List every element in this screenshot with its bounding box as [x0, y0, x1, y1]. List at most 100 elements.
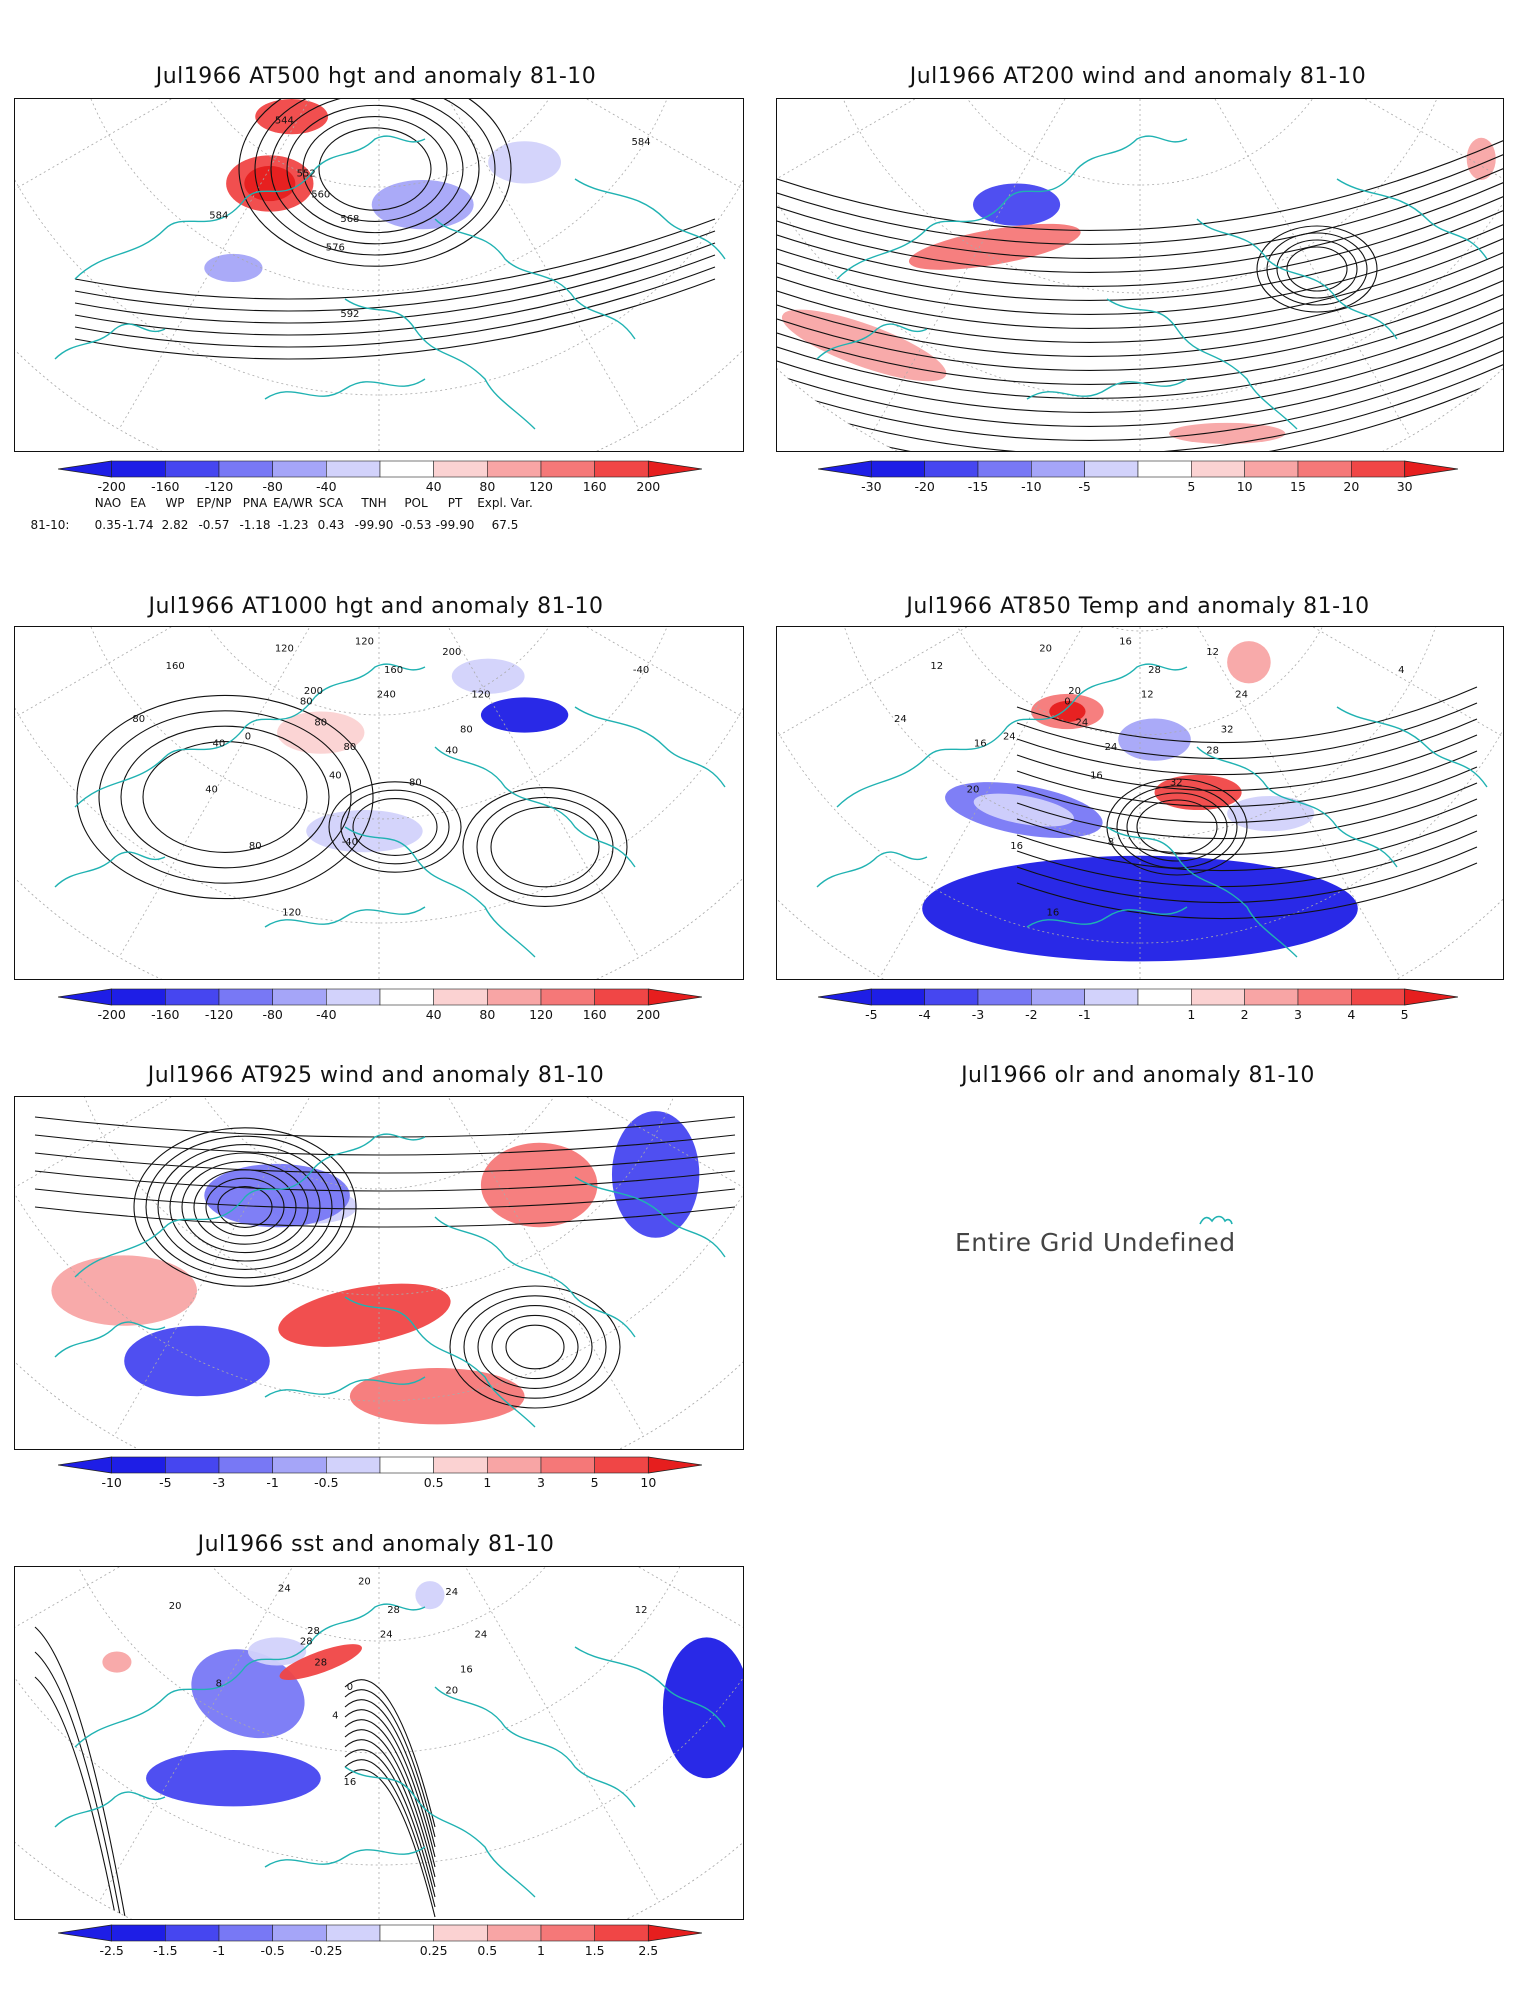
coastline — [1076, 663, 1188, 698]
contour-line — [254, 99, 496, 256]
colorbar-tick-label: -15 — [967, 479, 989, 494]
coastline — [836, 696, 1078, 808]
contour-label: 20 — [1068, 686, 1081, 697]
contour-label: 120 — [275, 644, 294, 655]
contour-label: 20 — [1039, 644, 1052, 655]
coastline — [344, 1766, 536, 1898]
index-value: 0.35 — [94, 518, 122, 532]
coastline — [1336, 178, 1488, 260]
negative-anomaly-region — [124, 1325, 270, 1397]
coastline — [1106, 298, 1298, 430]
contour-line — [1016, 862, 1478, 920]
positive-anomaly-region — [781, 309, 947, 382]
contour-label: 120 — [355, 637, 374, 648]
colorbar-tick-label: 1 — [483, 1475, 492, 1490]
contour-label: 0 — [245, 732, 251, 743]
colorbar-tick-label: -80 — [262, 479, 283, 494]
coastline — [344, 826, 536, 958]
colorbar-tick-label: -3 — [212, 1475, 226, 1490]
contour-label: 40 — [445, 746, 458, 757]
contour-line — [74, 218, 716, 300]
map-canvas — [15, 1097, 743, 1449]
contour-label: 20 — [358, 1577, 371, 1588]
contour-label: 16 — [1047, 908, 1060, 919]
positive-anomaly-region — [255, 99, 329, 135]
coastline — [314, 1603, 426, 1638]
index-value: -0.53 — [400, 518, 432, 532]
coastline — [1026, 906, 1188, 928]
contour-line — [1126, 792, 1228, 862]
map-at850: 20 0 24 24 16 16 4 8 12 16 12 12 20 28 24 32 28 24 24 20 16 1… — [776, 626, 1504, 980]
colorbar-tick-label: -120 — [204, 479, 234, 494]
contour-line — [1016, 734, 1478, 792]
contour-line — [193, 1169, 297, 1245]
contour-line — [1016, 702, 1478, 760]
coastline — [574, 178, 726, 260]
index-value: 67.5 — [491, 518, 519, 532]
contour-line — [1016, 846, 1478, 904]
panel-title-at850: Jul1966 AT850 Temp and anomaly 81-10 — [906, 594, 1370, 619]
contour-line — [476, 796, 614, 898]
contour-label: 28 — [307, 1626, 320, 1637]
colorbar-tick-label: -20 — [914, 479, 935, 494]
coastline — [1196, 746, 1398, 868]
map-canvas: 2002424161648121612122028243228242420161… — [777, 627, 1503, 979]
contour-line — [74, 266, 716, 348]
contour-label: 120 — [282, 908, 301, 919]
contour-line — [1016, 830, 1478, 888]
contour-line — [777, 250, 1503, 343]
contour-label: 28 — [314, 1658, 327, 1669]
coastline — [74, 168, 316, 280]
contour-line — [145, 1135, 345, 1279]
contour-line — [270, 99, 480, 245]
index-header: POL — [404, 496, 428, 510]
panel-title-sst: Jul1966 sst and anomaly 81-10 — [197, 1532, 555, 1557]
contour-line — [505, 1324, 565, 1370]
contour-label: 24 — [1235, 689, 1248, 700]
contour-line — [340, 789, 450, 865]
coastline — [434, 1216, 636, 1338]
positive-anomaly-region — [51, 1255, 197, 1326]
contour-line — [74, 242, 716, 324]
negative-anomaly-region — [204, 1163, 350, 1228]
contour-line — [328, 781, 462, 873]
contour-line — [1256, 225, 1378, 313]
colorbar-graphic — [57, 988, 703, 1006]
contour-line — [344, 1749, 436, 1898]
positive-anomaly-region — [1169, 422, 1286, 444]
colorbar-at850: -5 -4 -3 -2 -1 1 2 3 4 5 — [817, 988, 1459, 1028]
positive-anomaly-region — [278, 1283, 451, 1347]
contour-label: 120 — [471, 689, 490, 700]
positive-anomaly-region — [279, 1644, 362, 1680]
contour-label: 12 — [635, 1605, 648, 1616]
contour-line — [777, 180, 1503, 273]
contour-label: 40 — [212, 739, 225, 750]
index-value: 0.43 — [317, 518, 345, 532]
contour-label: 16 — [1010, 841, 1023, 852]
negative-anomaly-region — [480, 697, 569, 733]
contour-label: -40 — [633, 665, 649, 676]
contour-line — [34, 1651, 126, 1919]
contour-line — [777, 320, 1503, 413]
colorbar-graphic — [57, 1924, 703, 1942]
contour-label: 20 — [169, 1601, 182, 1612]
coastline — [434, 1686, 636, 1808]
contour-label: 12 — [1206, 647, 1219, 658]
colorbar-tick-label: 20 — [1343, 479, 1360, 494]
panel-title-at200: Jul1966 AT200 wind and anomaly 81-10 — [909, 64, 1367, 89]
contour-label: 24 — [475, 1629, 488, 1640]
coastline — [344, 298, 536, 430]
contour-line — [34, 1152, 736, 1174]
colorbar-tick-label: 10 — [1236, 479, 1253, 494]
colorbar-tick-label: -1 — [266, 1475, 279, 1490]
map-at200 — [776, 98, 1504, 452]
colorbar-tick-label: 3 — [537, 1475, 545, 1490]
contour-line — [777, 348, 1503, 441]
contour-line — [34, 1134, 736, 1156]
contour-label: 28 — [1206, 746, 1219, 757]
panel-title-at500: Jul1966 AT500 hgt and anomaly 81-10 — [155, 64, 597, 89]
colorbar-tick-label: -0.5 — [260, 1943, 285, 1958]
colorbar-tick-label: 200 — [636, 1007, 661, 1022]
colorbar-tick-label: -1.5 — [153, 1943, 178, 1958]
coastline — [1076, 135, 1188, 170]
